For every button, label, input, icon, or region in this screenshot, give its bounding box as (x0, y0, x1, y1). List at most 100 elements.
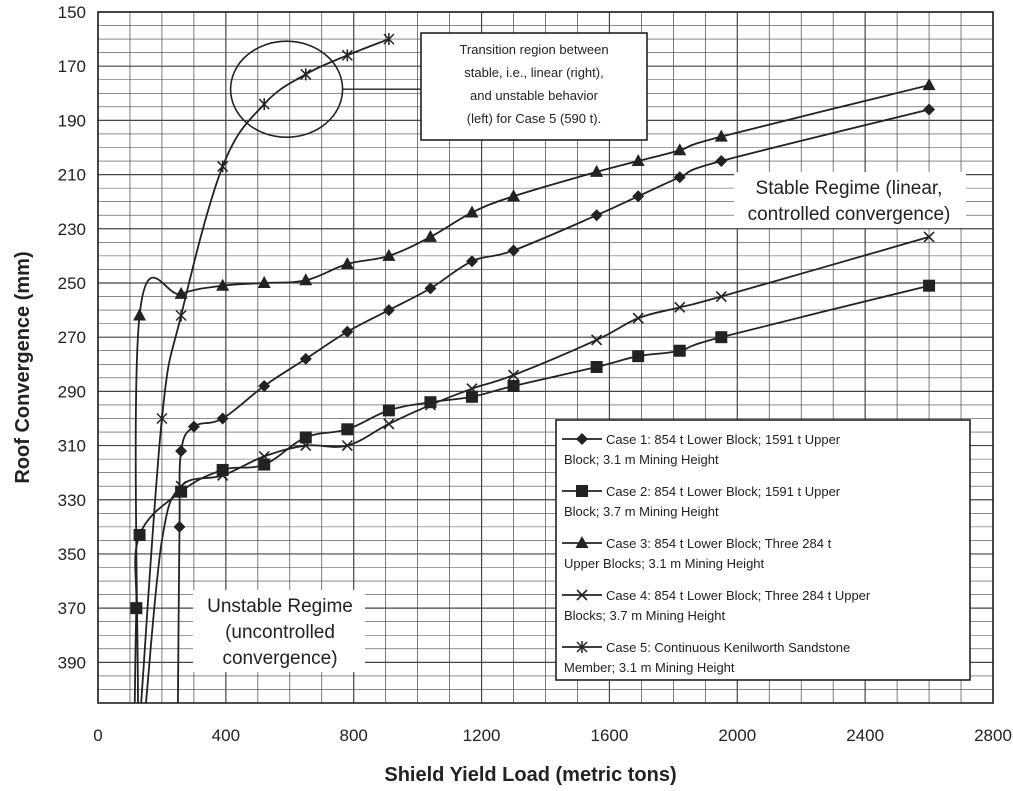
data-point (674, 301, 686, 313)
y-tick-label: 330 (58, 491, 86, 510)
data-point (173, 520, 186, 533)
unstable-regime-text: (uncontrolled (225, 622, 335, 643)
data-point (341, 423, 354, 436)
unstable-regime-text: Unstable Regime (207, 596, 353, 617)
series-line (140, 38, 390, 703)
data-point (632, 312, 644, 324)
series-3 (133, 78, 936, 703)
x-tick-label: 0 (93, 726, 102, 745)
data-point (300, 68, 312, 81)
data-point (299, 273, 313, 286)
data-point (465, 255, 478, 268)
data-point (383, 418, 395, 430)
plot-series (130, 33, 936, 703)
data-point (590, 209, 603, 222)
data-point (507, 189, 521, 202)
data-point (715, 155, 728, 168)
data-point (187, 420, 200, 433)
data-point (923, 231, 935, 243)
unstable-label-bg (193, 590, 365, 672)
y-tick-label: 250 (58, 274, 86, 293)
legend-box (555, 419, 971, 681)
data-point (175, 444, 188, 457)
data-point (507, 244, 520, 257)
data-point (217, 160, 229, 173)
data-point (257, 275, 271, 288)
transition-ellipse (229, 40, 344, 139)
data-point (382, 248, 396, 261)
data-point (156, 412, 168, 425)
data-point (299, 431, 312, 444)
transition-text: (left) for Case 5 (590 t). (467, 111, 601, 126)
data-point (341, 325, 354, 338)
stable-regime-text: controlled convergence) (748, 204, 951, 225)
data-point (424, 282, 437, 295)
legend-swatch-marker (575, 536, 589, 548)
data-point (923, 279, 936, 292)
legend-entry-text: Block; 3.1 m Mining Height (564, 452, 719, 467)
unstable-regime-text: convergence) (222, 648, 337, 669)
stable-regime-text: Stable Regime (linear, (756, 178, 943, 199)
x-tick-label: 1200 (463, 726, 501, 745)
data-point (714, 129, 728, 142)
data-point (175, 480, 187, 492)
data-point (258, 379, 271, 392)
legend-entry-text: Upper Blocks; 3.1 m Mining Height (564, 556, 765, 571)
data-point (300, 440, 312, 452)
x-tick-label: 400 (212, 726, 240, 745)
data-point (590, 164, 604, 177)
x-axis-title: Shield Yield Load (metric tons) (384, 764, 676, 786)
series-1 (173, 103, 936, 703)
legend-entry-text: Case 5: Continuous Kenilworth Sandstone (606, 640, 850, 655)
y-axis-title: Roof Convergence (mm) (12, 251, 34, 483)
data-point (466, 383, 478, 395)
data-point (507, 369, 520, 381)
transition-text: stable, i.e., linear (right), (464, 65, 603, 80)
y-tick-label: 370 (58, 599, 86, 618)
transition-box (420, 32, 648, 141)
transition-text: Transition region between (459, 42, 608, 57)
legend-entry-text: Case 4: 854 t Lower Block; Three 284 t U… (606, 588, 871, 603)
data-point (174, 286, 188, 299)
data-point (341, 440, 353, 452)
data-point (217, 469, 229, 481)
data-point (465, 205, 479, 218)
transition-text: and unstable behavior (470, 88, 599, 103)
legend-entry-text: Block; 3.7 m Mining Height (564, 504, 719, 519)
data-point (591, 334, 603, 346)
data-point (175, 309, 187, 322)
x-tick-label: 1600 (591, 726, 629, 745)
data-point (632, 190, 645, 203)
data-point (507, 379, 520, 392)
y-tick-label: 310 (58, 437, 86, 456)
legend-entry-text: Case 1: 854 t Lower Block; 1591 t Upper (606, 432, 841, 447)
series-4 (145, 231, 935, 703)
data-point (382, 404, 395, 417)
legend-swatch-marker (576, 433, 588, 445)
data-point (673, 171, 686, 184)
data-point (216, 278, 230, 291)
y-tick-label: 230 (58, 220, 86, 239)
x-tick-label: 800 (340, 726, 368, 745)
data-point (715, 331, 728, 344)
legend-swatch-marker (576, 589, 588, 601)
y-tick-label: 190 (58, 111, 86, 130)
data-point (673, 344, 686, 357)
data-point (258, 458, 271, 471)
data-point (465, 390, 478, 403)
plot-annotations: Transition region between stable, i.e., l… (193, 32, 966, 672)
data-point (923, 103, 936, 116)
y-tick-label: 290 (58, 382, 86, 401)
data-point (424, 396, 437, 409)
stable-label-bg (734, 172, 966, 228)
data-point (340, 257, 354, 270)
data-point (299, 352, 312, 365)
y-tick-label: 150 (58, 3, 86, 22)
y-tick-label: 390 (58, 653, 86, 672)
data-point (216, 412, 229, 425)
legend-entry-text: Case 3: 854 t Lower Block; Three 284 t (606, 536, 832, 551)
x-tick-label: 2000 (718, 726, 756, 745)
x-tick-label: 2400 (846, 726, 884, 745)
y-tick-label: 210 (58, 166, 86, 185)
